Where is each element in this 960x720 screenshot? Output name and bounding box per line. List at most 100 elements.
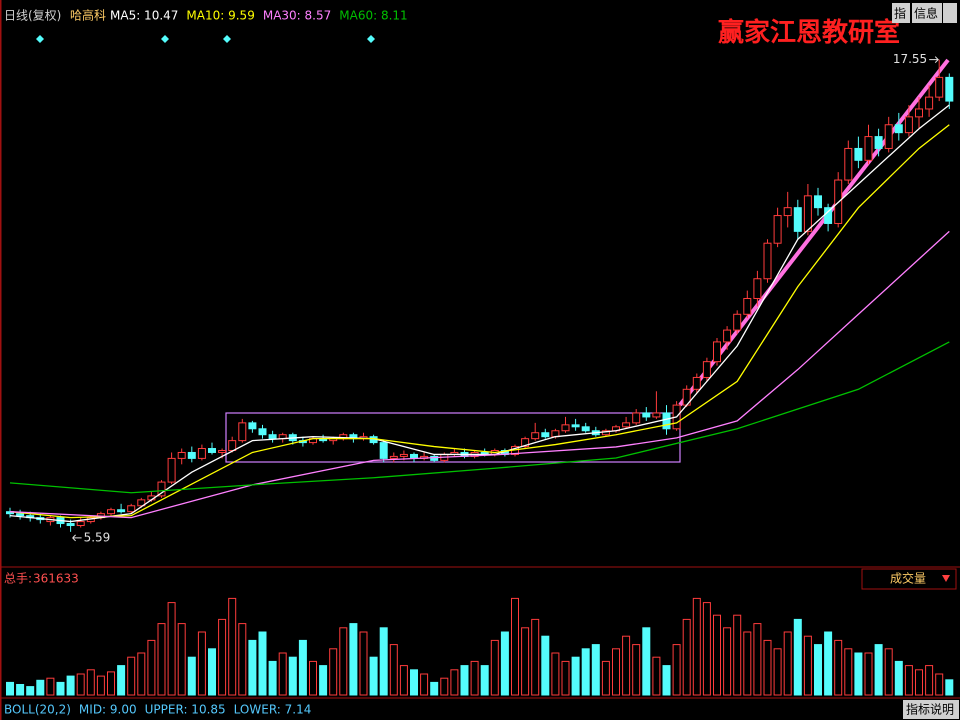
candle-body bbox=[702, 361, 711, 378]
high-arrow bbox=[929, 56, 939, 63]
volume-bar bbox=[268, 660, 277, 696]
volume-bar bbox=[541, 635, 550, 696]
volume-bar bbox=[157, 623, 166, 696]
candle-body bbox=[187, 451, 196, 459]
volume-bar bbox=[622, 635, 631, 696]
candle-body bbox=[844, 147, 853, 181]
volume-bar bbox=[702, 602, 711, 696]
candle-body bbox=[268, 434, 277, 440]
candle-body bbox=[884, 124, 893, 149]
volume-bar bbox=[197, 631, 206, 696]
candle-body bbox=[642, 412, 651, 418]
button[interactable] bbox=[892, 3, 910, 23]
volume-bar bbox=[258, 631, 267, 696]
indicator-text: LOWER: 7.14 bbox=[234, 703, 312, 717]
volume-bar bbox=[349, 623, 358, 696]
volume-bar bbox=[470, 660, 479, 696]
candle-body bbox=[157, 481, 166, 497]
volume-bar bbox=[76, 673, 85, 696]
button-label[interactable]: 信息 bbox=[914, 6, 938, 21]
volume-bar bbox=[561, 660, 570, 696]
candle-body bbox=[76, 521, 85, 527]
volume-bar bbox=[581, 648, 590, 696]
volume-bar bbox=[460, 665, 469, 696]
volume-bar bbox=[531, 618, 540, 696]
volume-bar bbox=[500, 631, 509, 696]
volume-bar bbox=[521, 627, 530, 696]
volume-bar bbox=[26, 686, 35, 696]
low-arrow bbox=[72, 534, 82, 542]
volume-bar bbox=[915, 669, 923, 696]
period-label: 日线(复权) bbox=[4, 9, 61, 23]
button[interactable] bbox=[912, 3, 942, 23]
volume-bar bbox=[66, 675, 75, 696]
volume-bar bbox=[218, 618, 227, 696]
volume-bar bbox=[763, 639, 772, 696]
candle-body bbox=[531, 432, 540, 440]
volume-bar bbox=[743, 631, 752, 696]
candle-body bbox=[854, 147, 863, 161]
candle-body bbox=[864, 136, 873, 161]
volume-bar bbox=[591, 644, 600, 696]
volume-bar bbox=[834, 639, 843, 696]
volume-bar bbox=[803, 635, 812, 696]
ma-line bbox=[9, 124, 950, 519]
volume-bar bbox=[884, 648, 893, 696]
candle-body bbox=[541, 432, 550, 438]
volume-bar bbox=[228, 597, 237, 696]
volume-bar bbox=[925, 665, 934, 696]
ma-line bbox=[9, 230, 950, 519]
volume-bar bbox=[894, 660, 903, 696]
candle-body bbox=[66, 523, 75, 527]
volume-bar bbox=[147, 639, 156, 696]
volume-bar bbox=[430, 681, 439, 696]
volume-bar bbox=[682, 618, 691, 696]
volume-bar bbox=[420, 673, 429, 696]
volume-bar bbox=[208, 648, 216, 696]
candle-body bbox=[632, 412, 641, 424]
volume-bar bbox=[359, 631, 368, 696]
volume-bar bbox=[117, 665, 126, 696]
button-label[interactable]: 指 bbox=[894, 6, 906, 21]
volume-bar bbox=[723, 627, 732, 696]
volume-bar bbox=[854, 652, 863, 696]
volume-bar bbox=[480, 665, 489, 696]
candle-body bbox=[925, 96, 934, 110]
candle-body bbox=[652, 412, 661, 418]
candle-body bbox=[581, 426, 590, 432]
button[interactable] bbox=[943, 3, 957, 23]
dropdown-label[interactable]: 成交量 bbox=[890, 571, 926, 586]
help-button-label[interactable]: 指标说明 bbox=[906, 702, 954, 717]
ma-line bbox=[9, 341, 950, 494]
dropdown-arrow[interactable] bbox=[942, 575, 950, 582]
candle-body bbox=[743, 297, 752, 315]
indicator-text: MID: 9.00 bbox=[79, 703, 137, 717]
candle-body bbox=[16, 513, 25, 517]
volume-bar bbox=[319, 665, 328, 696]
volume-bar bbox=[177, 623, 186, 696]
stock-name: 哈高科 bbox=[70, 8, 106, 23]
volume-bar bbox=[298, 639, 307, 696]
volume-bar bbox=[410, 669, 418, 696]
candle-body bbox=[763, 242, 772, 280]
volume-bar bbox=[935, 673, 944, 696]
volume-bar bbox=[389, 644, 398, 696]
volume-bar bbox=[773, 648, 782, 696]
help-button[interactable] bbox=[903, 700, 959, 719]
volume-bar bbox=[824, 631, 833, 696]
volume-label: 总手: bbox=[4, 572, 32, 586]
volume-bar bbox=[733, 614, 742, 696]
low-label: 5.59 bbox=[84, 530, 111, 544]
candle-body bbox=[167, 457, 176, 483]
volume-bar bbox=[783, 631, 792, 696]
dropdown[interactable] bbox=[861, 568, 957, 590]
volume-bar bbox=[288, 656, 297, 696]
candle-body bbox=[177, 451, 186, 459]
candle-body bbox=[117, 509, 126, 513]
volume-bar bbox=[450, 669, 459, 696]
volume-bar bbox=[329, 648, 338, 696]
candle-body bbox=[803, 195, 812, 232]
volume-bar bbox=[238, 623, 247, 696]
candle-body bbox=[399, 453, 408, 457]
